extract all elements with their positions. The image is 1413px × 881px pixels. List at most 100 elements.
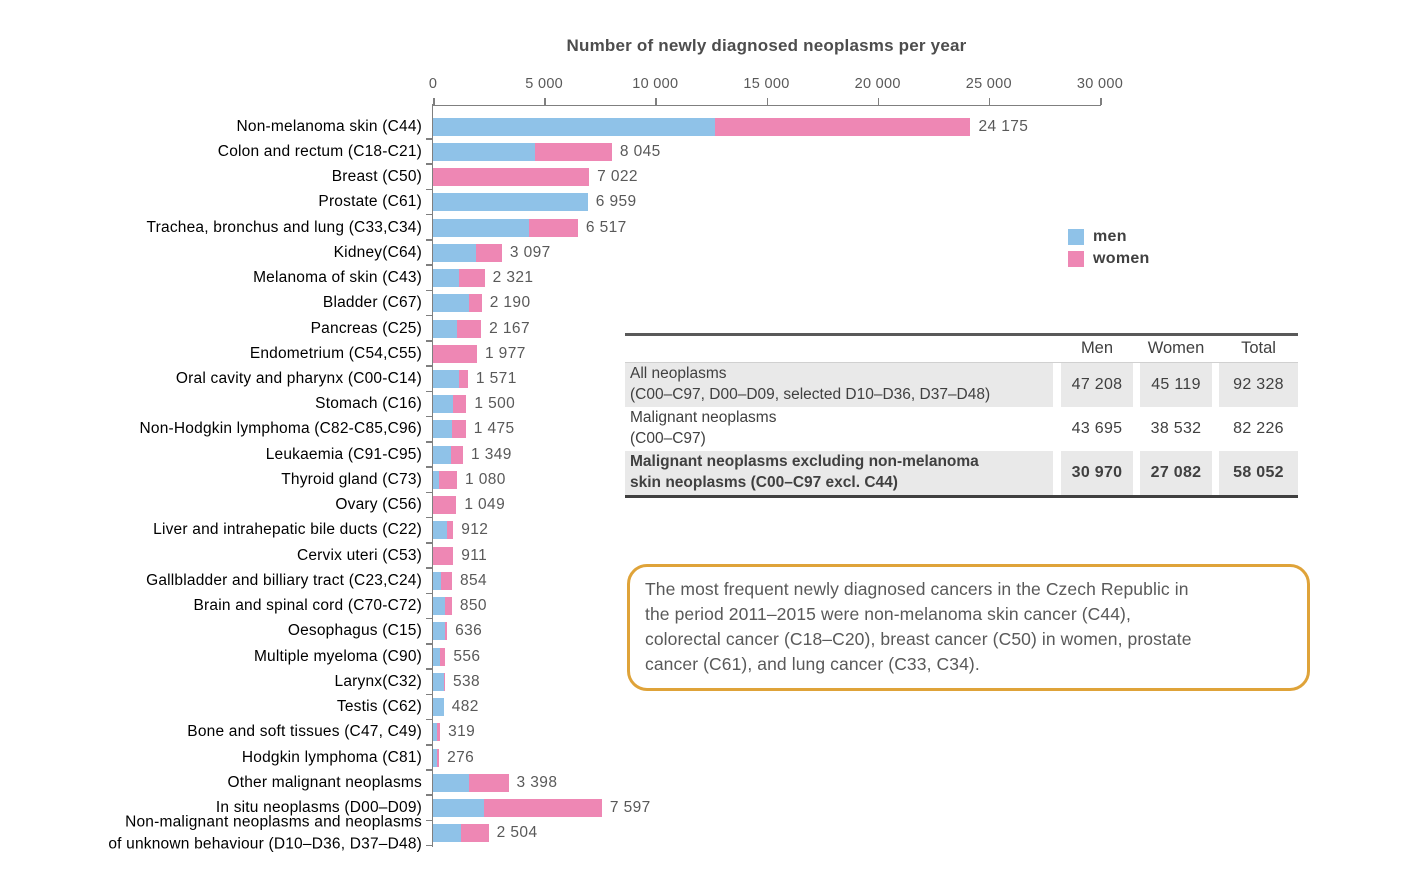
men-bar-segment [433,369,460,388]
category-label: Gallbladder and billiary tract (C23,C24) [146,572,422,590]
table-header-separator [625,361,1298,363]
table-body: All neoplasms (C00–C97, D00–D09, selecte… [625,362,1298,495]
women-bar-segment [440,647,446,666]
women-bar-segment [457,319,482,338]
stacked-bar [433,799,602,818]
value-label: 3 398 [516,773,558,791]
women-bar-segment [441,571,452,590]
table-cell-men: 43 695 [1071,419,1123,437]
x-tick-label: 10 000 [632,76,679,92]
y-tick-mark [426,441,433,443]
y-tick-mark [426,617,433,620]
chart-row: Leukaemia (C91-C95) 1 349 [0,442,1413,467]
category-label: Non-melanoma skin (C44) [236,117,422,135]
table-row: All neoplasms (C00–C97, D00–D09, selecte… [625,362,1298,407]
women-bar-segment [438,470,457,489]
table-row: Malignant neoplasms (C00–C97) 43 695 38 53… [625,407,1298,451]
women-bar-segment [715,117,971,136]
category-label: Stomach (C16) [315,395,422,413]
table-header-men: Men [1080,338,1114,357]
y-axis [426,104,433,847]
chart-row: Oral cavity and pharynx (C00-C14) 1 571 [0,366,1413,391]
y-tick-mark [426,794,433,796]
women-bar-segment [437,723,441,742]
women-bar-segment [444,597,452,616]
x-tick-mark [433,98,435,105]
legend: men women [1068,226,1150,270]
y-tick-mark [426,668,433,670]
men-bar-segment [433,117,716,136]
men-bar-segment [433,698,444,717]
legend-label-men: men [1093,227,1127,245]
chart-row: Liver and intrahepatic bile ducts (C22) 9… [0,518,1413,543]
stacked-bar [433,672,445,691]
category-label: Trachea, bronchus and lung (C33,C34) [146,218,422,236]
chart-row: Non-melanoma skin (C44) 24 175 [0,114,1413,139]
category-label: Hodgkin lymphoma (C81) [241,748,422,766]
men-bar-segment [433,470,439,489]
women-bar-segment [468,773,509,792]
stacked-bar [433,395,467,414]
y-tick-mark [426,516,433,519]
category-label: Oesophagus (C15) [287,622,422,640]
value-label: 319 [448,723,476,741]
men-bar-segment [433,773,469,792]
y-tick-mark [426,844,433,847]
stacked-bar [433,647,446,666]
x-tick-label: 5 000 [525,76,564,92]
women-bar-segment [433,168,590,187]
women-bar-segment [475,243,502,262]
value-label: 1 977 [484,344,526,362]
y-tick-mark [426,718,433,721]
stacked-bar [433,748,440,767]
men-bar-segment [433,142,536,161]
category-label: In situ neoplasms (D00–D09) [215,799,422,817]
stacked-bar [433,218,578,237]
value-label: 276 [447,748,475,766]
x-tick-mark [877,98,880,105]
value-label: 1 080 [465,470,506,488]
y-tick-mark [426,213,433,216]
stacked-bar [433,723,441,742]
value-label: 1 571 [475,370,517,387]
legend-item-women: women [1068,248,1150,269]
men-bar-segment [433,597,445,616]
table-cell-women: 38 532 [1150,419,1202,437]
category-label: Other malignant neoplasms [227,774,422,791]
y-tick-mark [426,643,433,645]
value-label: 912 [461,521,489,539]
x-tick-mark [988,98,991,105]
stacked-bar [433,470,457,489]
chart-row: Melanoma of skin (C43) 2 321 [0,265,1413,290]
value-label: 854 [459,571,488,589]
legend-item-men: men [1068,226,1150,247]
x-axis [433,97,1102,106]
women-bar-segment [450,445,463,464]
chart-row: Oesophagus (C15) 636 [0,619,1413,644]
chart-row: Brain and spinal cord (C70-C72) 850 [0,594,1413,619]
value-label: 2 190 [489,294,531,312]
value-label: 1 049 [464,496,506,514]
category-label: Pancreas (C25) [310,319,422,337]
chart-row: Hodgkin lymphoma (C81) 276 [0,745,1413,770]
value-label: 1 500 [474,395,516,413]
chart-row: Gallbladder and billiary tract (C23,C24)… [0,568,1413,593]
stacked-bar [433,571,452,590]
category-label: Prostate (C61) [318,193,422,211]
stacked-bar [433,319,482,338]
value-label: 1 349 [470,445,512,463]
value-label: 2 504 [496,824,538,842]
men-bar-segment [433,824,461,843]
y-tick-mark [426,390,433,393]
chart-row: Ovary (C56) 1 049 [0,493,1413,518]
men-bar-segment [433,395,454,414]
stacked-bar [433,294,482,313]
women-bar-segment [460,824,489,843]
men-bar-segment [433,319,458,338]
chart-row: Other malignant neoplasms 3 398 [0,770,1413,795]
chart-row: Cervix uteri (C53) 911 [0,543,1413,568]
men-bar-segment [433,748,437,767]
x-tick-label: 0 [428,76,438,92]
chart-row: In situ neoplasms (D00–D09) 7 597 [0,795,1413,820]
